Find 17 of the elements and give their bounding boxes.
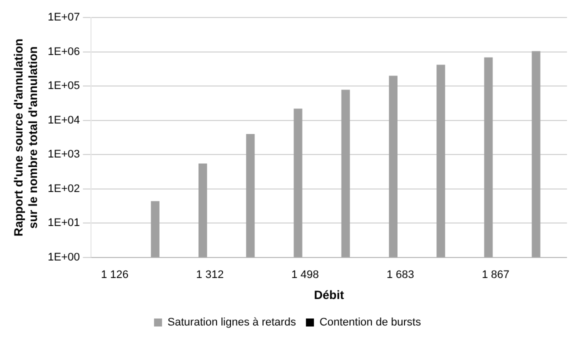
x-tick-label: 1 683 (386, 269, 414, 282)
y-tick-label: 1E+02 (48, 182, 80, 195)
x-tick-label: 1 498 (291, 269, 319, 282)
x-tick-label: 1 867 (482, 269, 510, 282)
y-axis-title: Rapport d'une source d'annulation sur le nombre total d'annulation (12, 38, 40, 236)
x-tick-label: 1 312 (196, 269, 224, 282)
legend-label: Saturation lignes à retards (168, 316, 296, 329)
y-tick-label: 1E+00 (48, 251, 80, 264)
legend-label: Contention de bursts (319, 316, 422, 329)
y-tick-label: 1E+06 (48, 46, 80, 58)
y-tick-label: 1E+04 (48, 114, 80, 126)
x-tick-label: 1 126 (100, 269, 128, 282)
y-tick-label: 1E+05 (48, 80, 80, 92)
y-tick-label: 1E+01 (48, 217, 80, 230)
y-tick-label: 1E+03 (48, 148, 80, 161)
y-tick-label: 1E+07 (48, 12, 80, 24)
x-axis-title: Débit (314, 288, 344, 302)
